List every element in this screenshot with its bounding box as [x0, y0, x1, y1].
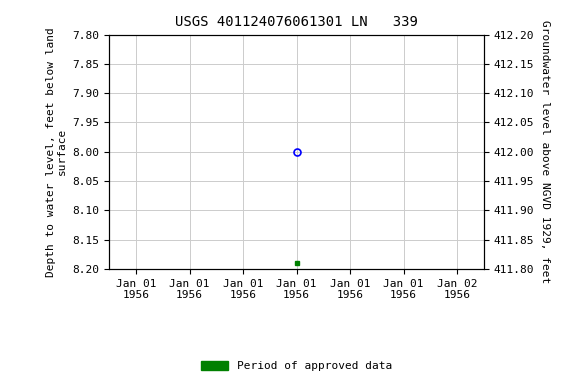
Legend: Period of approved data: Period of approved data [196, 356, 397, 376]
Y-axis label: Depth to water level, feet below land
surface: Depth to water level, feet below land su… [46, 27, 67, 276]
Y-axis label: Groundwater level above NGVD 1929, feet: Groundwater level above NGVD 1929, feet [540, 20, 550, 283]
Title: USGS 401124076061301 LN   339: USGS 401124076061301 LN 339 [175, 15, 418, 29]
